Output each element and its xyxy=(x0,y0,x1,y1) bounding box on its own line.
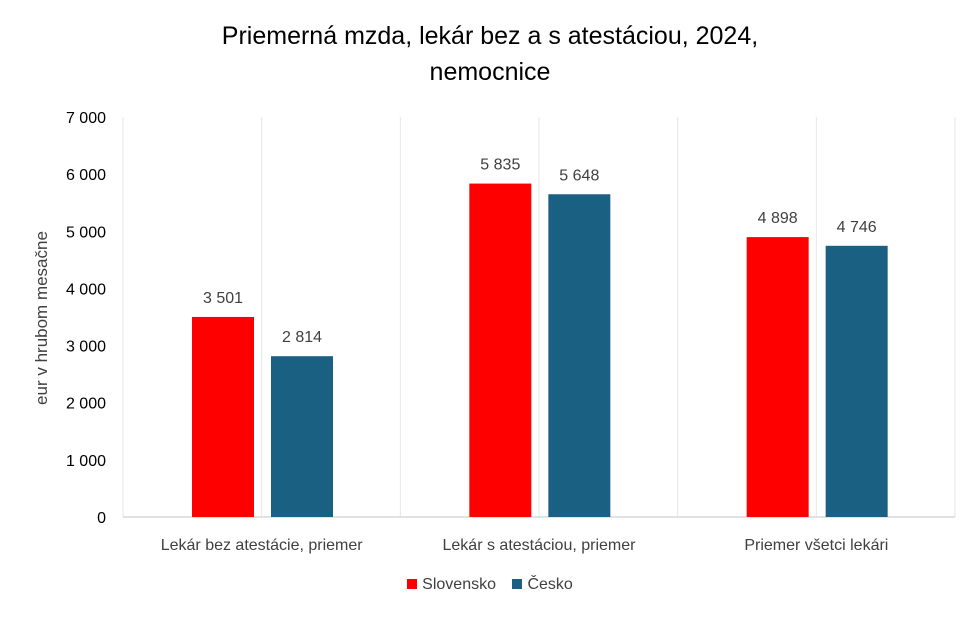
legend-item-slovensko: Slovensko xyxy=(407,576,496,594)
bar-slovensko xyxy=(746,237,809,517)
bar-slovensko xyxy=(469,183,532,518)
title-line-1: Priemerná mzda, lekár bez a s atestáciou… xyxy=(221,22,759,50)
chart-title: Priemerná mzda, lekár bez a s atestáciou… xyxy=(0,18,980,90)
bar-česko xyxy=(271,356,333,517)
y-tick-label: 3 000 xyxy=(66,339,106,356)
legend-swatch xyxy=(407,579,418,589)
legend-swatch xyxy=(512,579,523,589)
data-label: 4 746 xyxy=(837,219,877,236)
data-label: 5 648 xyxy=(559,167,599,184)
x-tick-label: Priemer všetci lekári xyxy=(744,537,888,554)
bar-česko xyxy=(548,194,611,517)
legend: Slovensko Česko xyxy=(0,576,980,594)
y-tick-label: 4 000 xyxy=(66,281,106,298)
legend-item-cesko: Česko xyxy=(512,576,573,594)
x-tick-label: Lekár bez atestácie, priemer xyxy=(161,537,364,554)
y-tick-label: 1 000 xyxy=(66,453,106,470)
bar-slovensko xyxy=(192,316,254,517)
legend-label: Slovensko xyxy=(422,576,496,593)
title-line-2: nemocnice xyxy=(429,58,551,86)
legend-label: Česko xyxy=(527,576,573,593)
y-tick-label: 2 000 xyxy=(66,396,106,413)
x-tick-label: Lekár s atestáciou, priemer xyxy=(443,537,637,554)
y-tick-label: 6 000 xyxy=(66,167,106,184)
y-axis-label: eur v hrubom mesačne xyxy=(32,231,51,405)
y-tick-label: 0 xyxy=(97,510,106,527)
y-tick-label: 5 000 xyxy=(66,224,106,241)
data-label: 3 501 xyxy=(203,290,243,307)
data-label: 2 814 xyxy=(282,329,322,346)
y-tick-label: 7 000 xyxy=(66,110,106,127)
data-label: 5 835 xyxy=(480,157,520,174)
data-label: 4 898 xyxy=(758,210,798,227)
bar-česko xyxy=(825,245,888,518)
